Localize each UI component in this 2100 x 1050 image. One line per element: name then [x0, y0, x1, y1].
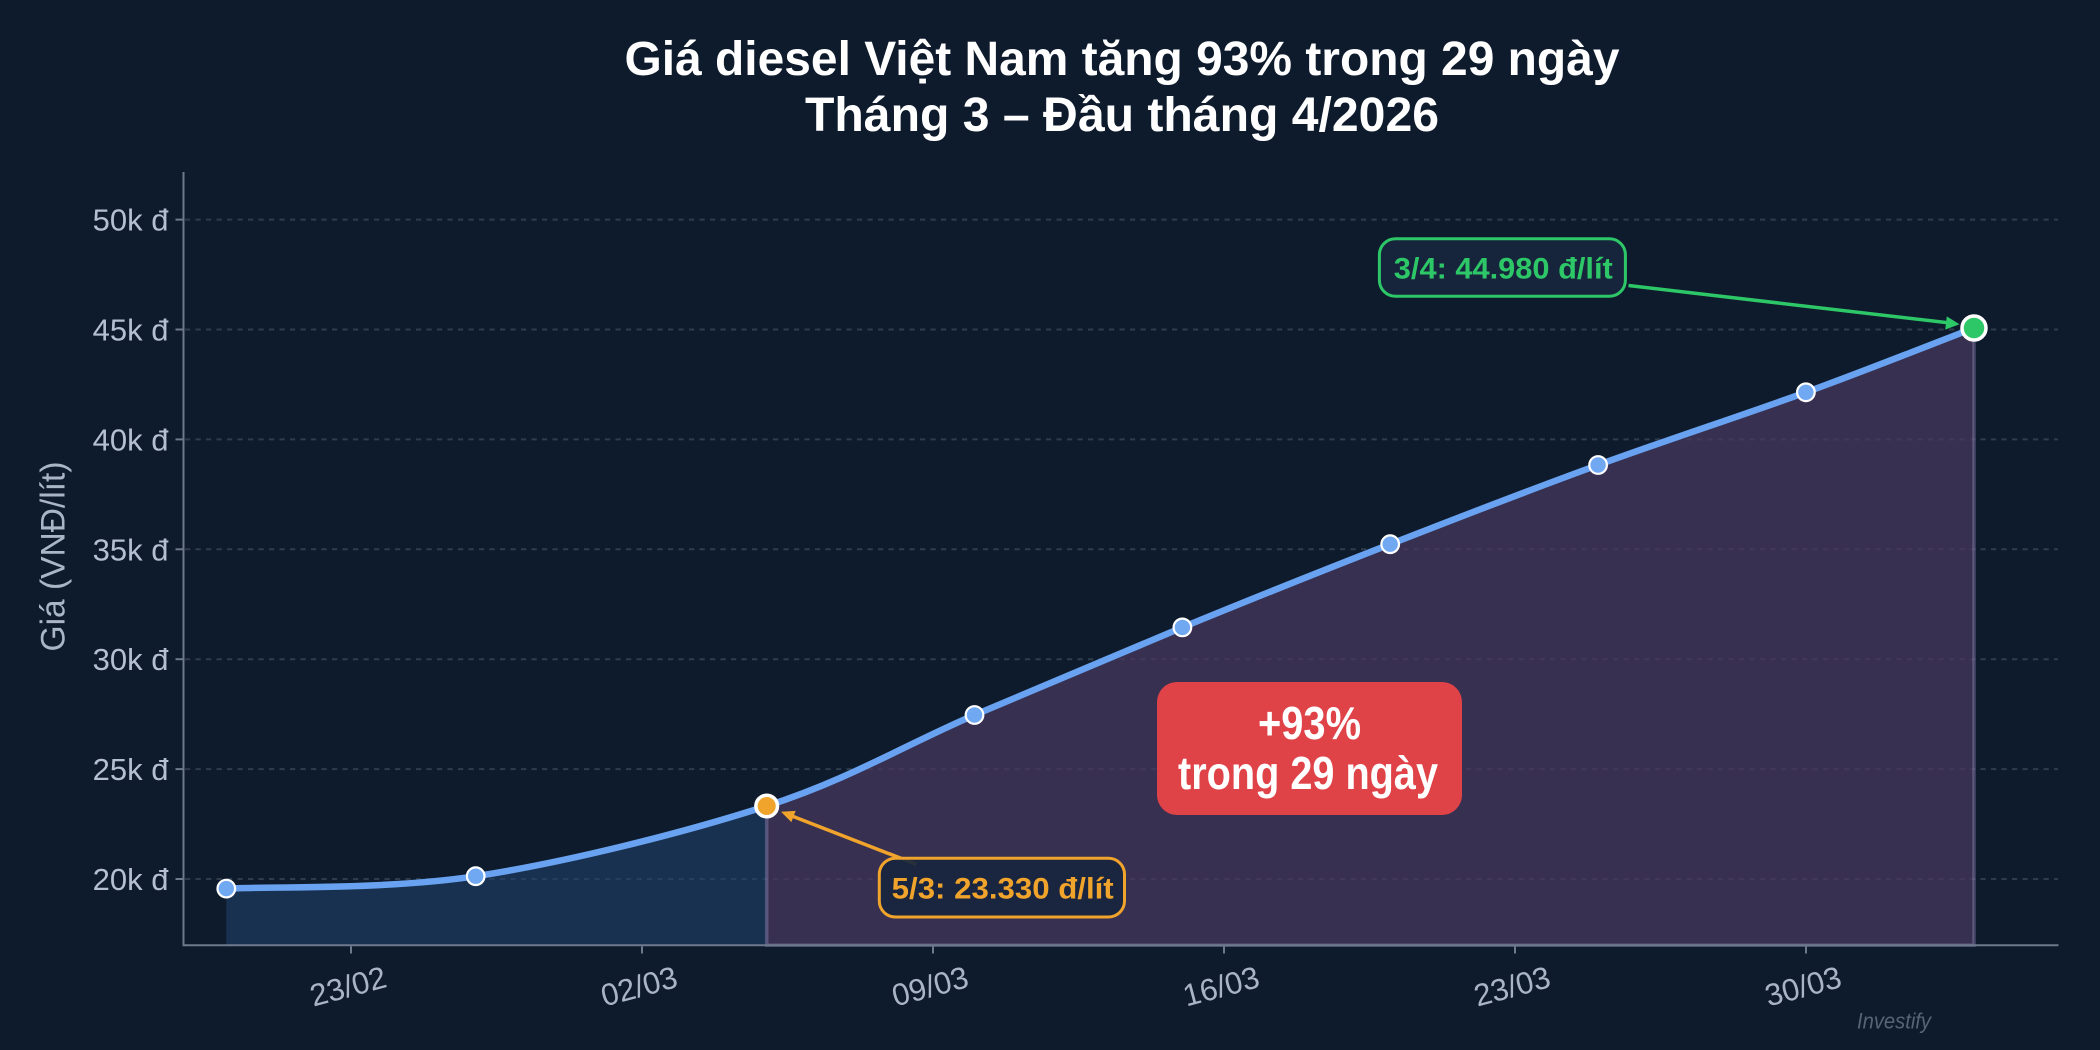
svg-text:50k đ: 50k đ: [93, 203, 170, 238]
svg-text:trong 29 ngày: trong 29 ngày: [1178, 747, 1438, 799]
svg-text:Giá (VNĐ/lít): Giá (VNĐ/lít): [35, 462, 73, 652]
svg-text:Investify: Investify: [1857, 1009, 1933, 1034]
svg-text:25k đ: 25k đ: [93, 752, 170, 787]
svg-text:45k đ: 45k đ: [93, 313, 170, 348]
svg-text:40k đ: 40k đ: [93, 422, 170, 457]
svg-text:35k đ: 35k đ: [93, 532, 170, 567]
svg-text:+93%: +93%: [1258, 697, 1361, 749]
svg-text:30k đ: 30k đ: [93, 642, 170, 677]
svg-text:Tháng 3 – Đầu tháng 4/2026: Tháng 3 – Đầu tháng 4/2026: [805, 89, 1439, 142]
svg-text:3/4: 44.980 đ/lít: 3/4: 44.980 đ/lít: [1394, 253, 1613, 286]
svg-text:20k đ: 20k đ: [93, 862, 170, 897]
svg-text:Giá diesel Việt Nam tăng 93% t: Giá diesel Việt Nam tăng 93% trong 29 ng…: [625, 33, 1620, 86]
svg-text:5/3: 23.330 đ/lít: 5/3: 23.330 đ/lít: [892, 873, 1114, 906]
